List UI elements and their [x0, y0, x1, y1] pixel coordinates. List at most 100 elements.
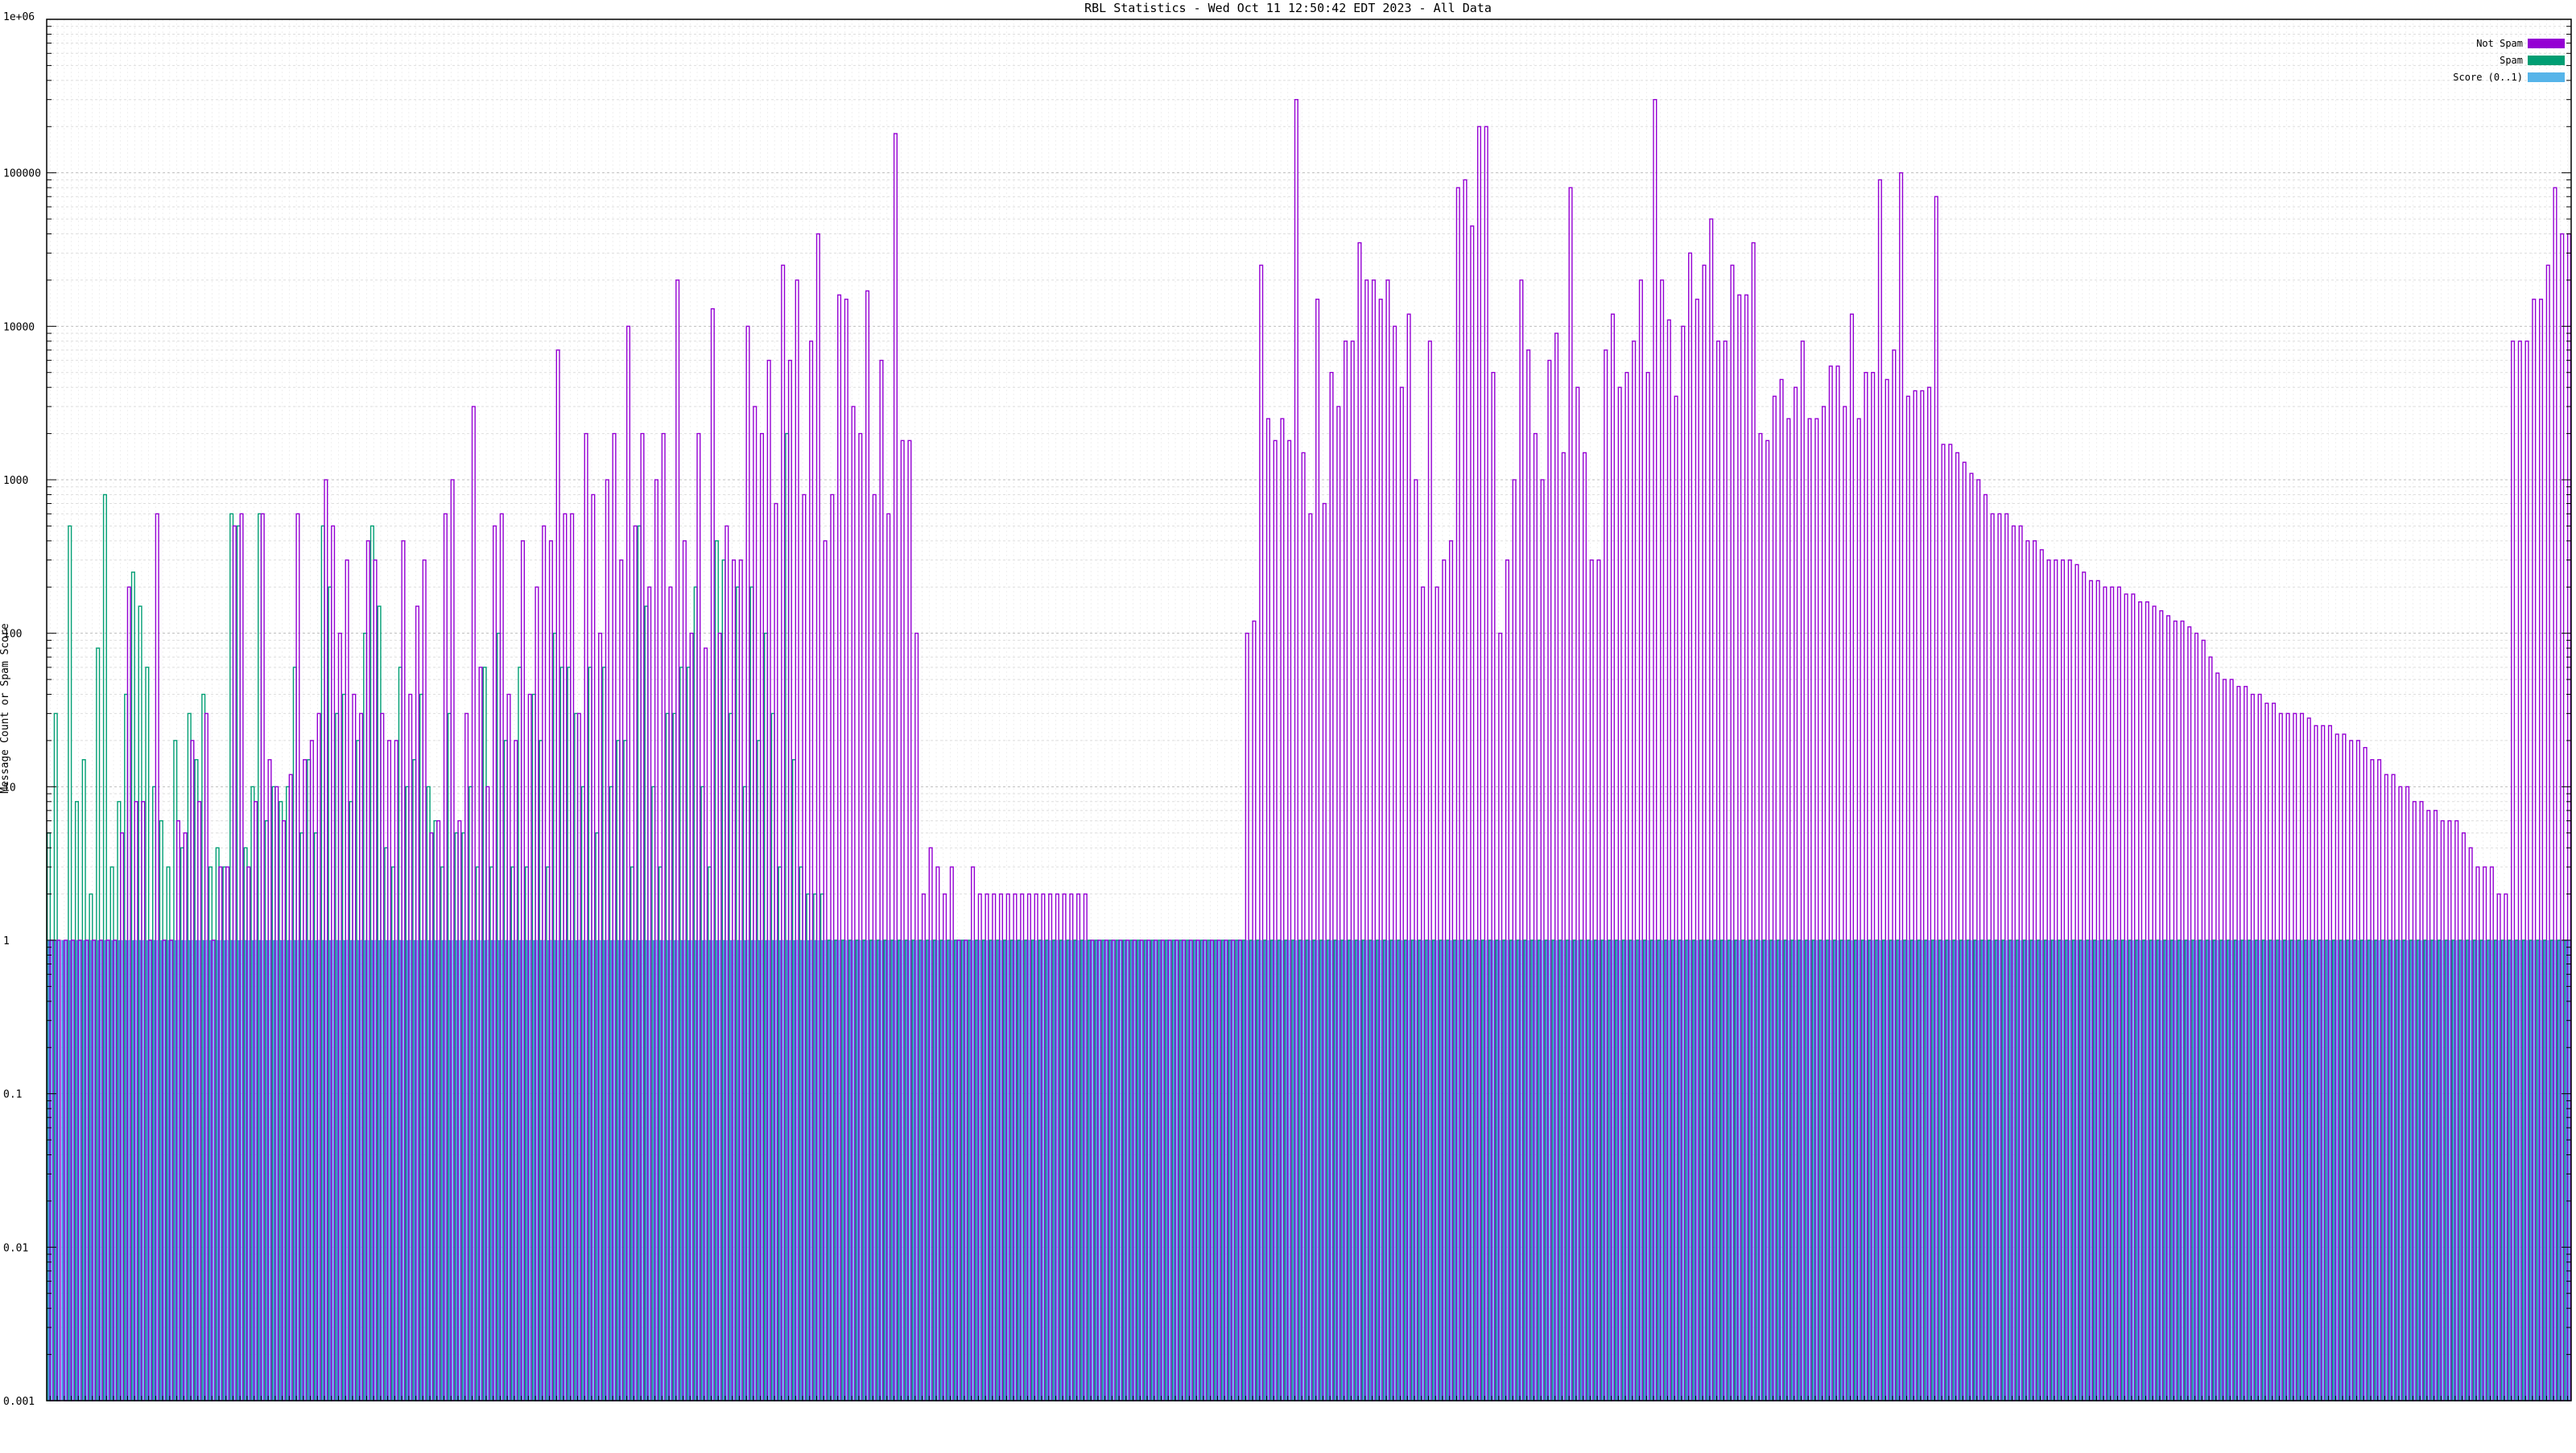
bar-score-overlap [2495, 940, 2498, 1401]
bar-score-overlap [1405, 940, 1408, 1401]
bar-score-overlap [2446, 940, 2449, 1401]
bar-score-overlap [2277, 940, 2280, 1401]
bar-score-overlap [407, 940, 410, 1401]
bar-score-overlap [2108, 940, 2112, 1401]
bar-score-overlap [1749, 940, 1752, 1401]
bar-score-overlap [1904, 940, 1907, 1401]
bar-score-overlap [2558, 940, 2562, 1401]
bar-score-overlap [1278, 940, 1282, 1401]
bar-score-overlap [1088, 940, 1092, 1401]
bar-score-overlap [2059, 940, 2062, 1401]
bar-score-overlap [181, 940, 184, 1401]
bar-score-overlap [1264, 940, 1268, 1401]
bar-score-overlap [1721, 940, 1724, 1401]
bar-score-overlap [1103, 940, 1106, 1401]
bar-score-overlap [2037, 940, 2041, 1401]
bar-score-overlap [1813, 940, 1816, 1401]
bar-score-overlap [1307, 940, 1310, 1401]
bar-score-overlap [1975, 940, 1978, 1401]
y-tick-label: 10000 [3, 321, 35, 333]
bar-score-overlap [652, 940, 656, 1401]
bar-score-overlap [765, 940, 768, 1401]
bar-score-overlap [1130, 940, 1134, 1401]
bar-score-overlap [1222, 940, 1225, 1401]
bar-score-overlap [702, 940, 705, 1401]
bar-score-overlap [1700, 940, 1703, 1401]
bar-score-overlap [1046, 940, 1050, 1401]
bar-score-overlap [1335, 940, 1338, 1401]
bar-score-overlap [1672, 940, 1675, 1401]
bar-score-overlap [230, 940, 233, 1401]
bar-score-overlap [2298, 940, 2301, 1401]
bar-score-overlap [1538, 940, 1542, 1401]
bar-score-overlap [646, 940, 649, 1401]
bar-score-overlap [1243, 940, 1246, 1401]
bar-score-overlap [2361, 940, 2364, 1401]
bar-score-overlap [2024, 940, 2027, 1401]
y-tick-label: 1 [3, 935, 10, 947]
bar-score-overlap [2094, 940, 2097, 1401]
bar-score-overlap [842, 940, 845, 1401]
bar-score-overlap [2122, 940, 2125, 1401]
bar-score-overlap [687, 940, 691, 1401]
bar-score-overlap [2178, 940, 2182, 1401]
legend-swatch-notspam [2528, 39, 2565, 48]
bar-score-overlap [2115, 940, 2119, 1401]
bar-score-overlap [1728, 940, 1732, 1401]
bar-score-overlap [1637, 940, 1640, 1401]
y-axis-ticks: 0.001 0.01 0.1 1 10 100 1000 10000 100000 [3, 19, 2571, 1408]
bar-score-overlap [2045, 940, 2048, 1401]
bar-score-overlap [561, 940, 564, 1401]
y-tick-label: 0.001 [3, 1396, 35, 1408]
bar-score-overlap [2171, 940, 2174, 1401]
bar-score-overlap [2291, 940, 2294, 1401]
bar-score-overlap [906, 940, 909, 1401]
bar-score-overlap [1314, 940, 1317, 1401]
bar-score-overlap [2487, 940, 2491, 1401]
bar-score-overlap [357, 940, 361, 1401]
bar-score-overlap [1391, 940, 1394, 1401]
bar-score-overlap [125, 940, 128, 1401]
bar-score-overlap [1117, 940, 1120, 1401]
bar-score-overlap [1869, 940, 1872, 1401]
bar-score-overlap [997, 940, 1001, 1401]
bar-score-overlap [2003, 940, 2006, 1401]
bar-score-overlap [2073, 940, 2076, 1401]
bar-score-overlap [603, 940, 606, 1401]
bar-score-overlap [2502, 940, 2505, 1401]
bar-score-overlap [1081, 940, 1084, 1401]
bar-score-overlap [2376, 940, 2379, 1401]
bar-score-overlap [659, 940, 663, 1401]
bar-score-overlap [62, 940, 65, 1401]
bar-score-overlap [202, 940, 205, 1401]
bar-score-overlap [83, 940, 86, 1401]
y-tick-label: 0.01 [3, 1242, 28, 1254]
bar-score-overlap [1567, 940, 1570, 1401]
y-tick-label: 10 [3, 782, 16, 794]
bar-score-overlap [68, 940, 72, 1401]
bar-score-overlap [463, 940, 466, 1401]
bar-score-overlap [343, 940, 346, 1401]
bar-score-overlap [751, 940, 754, 1401]
bar-score-overlap [913, 940, 916, 1401]
bar-score-overlap [90, 940, 93, 1401]
bar-score-overlap [1356, 940, 1359, 1401]
bar-score-overlap [1897, 940, 1901, 1401]
bar-score-overlap [2248, 940, 2252, 1401]
legend-swatch-score [2528, 72, 2565, 82]
bar-score-overlap [941, 940, 944, 1401]
bar-score-overlap [1855, 940, 1858, 1401]
bar-score-overlap [196, 940, 199, 1401]
bar-score-overlap [947, 940, 951, 1401]
bar-score-overlap [2263, 940, 2266, 1401]
bar-score-overlap [919, 940, 923, 1401]
bar-score-overlap [273, 940, 276, 1401]
bar-score-overlap [1320, 940, 1323, 1401]
bar-score-overlap [737, 940, 740, 1401]
bar-score-overlap [1440, 940, 1443, 1401]
bar-score-overlap [441, 940, 444, 1401]
bar-score-overlap [294, 940, 297, 1401]
bar-score-overlap [1503, 940, 1507, 1401]
bar-score-overlap [1841, 940, 1844, 1401]
